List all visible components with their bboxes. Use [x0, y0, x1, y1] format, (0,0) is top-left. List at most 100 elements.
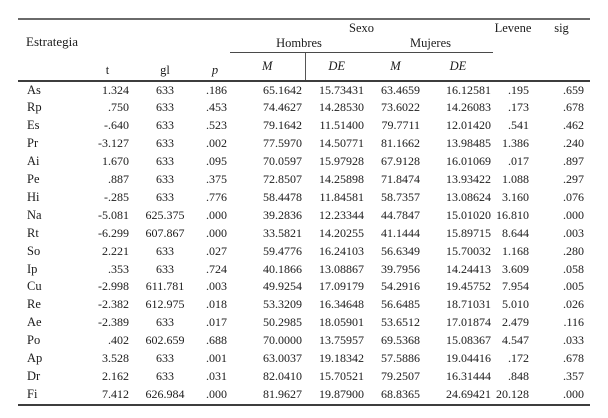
- table-row: Na -5.081 625.375 .000 39.2836 12.23344 44.784…: [18, 207, 590, 225]
- cell-h_m: 58.4478: [263, 189, 302, 204]
- cell-h_de: 19.18342: [319, 351, 364, 366]
- cell-t: 7.412: [102, 386, 129, 401]
- cell-p: .523: [206, 118, 227, 133]
- cell-gl: 633: [156, 100, 174, 115]
- cell-gl: 611.781: [145, 279, 185, 294]
- cell-h_m: 40.1866: [263, 261, 302, 276]
- cell-h_de: 15.97928: [319, 154, 364, 169]
- cell-strategy-label: Fi: [27, 386, 38, 401]
- cell-t: -3.127: [98, 136, 129, 151]
- cell-p: .724: [206, 261, 227, 276]
- table-row: Hi -.285 633 .776 58.4478 11.84581 58.7357 13.0…: [18, 189, 590, 207]
- cell-m_de: 24.69421: [446, 386, 491, 401]
- cell-strategy-label: Re: [27, 297, 41, 312]
- cell-p: .776: [206, 189, 227, 204]
- cell-m_de: 19.04416: [446, 351, 491, 366]
- cell-gl: 612.975: [145, 297, 185, 312]
- table-row: Ap 3.528 633 .001 63.0037 19.18342 57.5886 19.0…: [18, 350, 590, 368]
- cell-sig: .076: [563, 189, 584, 204]
- cell-gl: 602.659: [145, 333, 185, 348]
- cell-levene: .541: [508, 118, 529, 133]
- cell-strategy-label: Rt: [27, 225, 39, 240]
- cell-m_m: 71.8474: [381, 172, 420, 187]
- cell-sig: .058: [563, 261, 584, 276]
- cell-m_de: 18.71031: [446, 297, 491, 312]
- cell-m_m: 41.1444: [381, 225, 420, 240]
- column-group-sexo: Sexo: [349, 21, 374, 35]
- cell-m_m: 44.7847: [381, 207, 420, 222]
- cell-t: 2.221: [102, 243, 129, 258]
- column-group-hombres: Hombres: [230, 36, 368, 53]
- cell-t: 2.162: [102, 369, 129, 383]
- cell-strategy-label: As: [27, 82, 41, 97]
- cell-p: .000: [206, 386, 227, 401]
- table-row: Fi 7.412 626.984 .000 81.9627 19.87900 68.8365…: [18, 386, 590, 405]
- cell-sig: .003: [563, 225, 584, 240]
- cell-p: .002: [206, 136, 227, 151]
- cell-h_de: 14.25898: [319, 172, 364, 187]
- cell-gl: 607.867: [145, 225, 185, 240]
- cell-levene: 5.010: [502, 297, 529, 312]
- cell-levene: 1.386: [502, 136, 529, 151]
- cell-gl: 633: [156, 243, 174, 258]
- cell-strategy-label: Hi: [27, 189, 40, 204]
- cell-strategy-label: Po: [27, 333, 41, 348]
- cell-h_m: 49.9254: [263, 279, 302, 294]
- cell-gl: 633: [156, 118, 174, 133]
- column-header-p: p: [200, 52, 230, 82]
- table-row: Pe .887 633 .375 72.8507 14.25898 71.8474 13.93…: [18, 171, 590, 189]
- cell-strategy-label: Ae: [27, 315, 42, 330]
- cell-sig: .462: [563, 118, 584, 133]
- header-row-sub: t gl p M DE M DE: [18, 52, 590, 82]
- cell-gl: 633: [156, 172, 174, 187]
- table-row: As 1.324 633 .186 65.1642 15.73431 63.4659 16.1…: [18, 81, 590, 100]
- cell-p: .018: [206, 297, 227, 312]
- cell-t: -6.299: [98, 225, 129, 240]
- cell-sig: .678: [563, 351, 584, 366]
- cell-m_m: 58.7357: [381, 189, 420, 204]
- cell-sig: .678: [563, 100, 584, 115]
- cell-t: -2.382: [98, 297, 129, 312]
- cell-t: .402: [108, 333, 129, 348]
- cell-h_m: 74.4627: [263, 100, 302, 115]
- cell-p: .027: [206, 243, 227, 258]
- cell-h_de: 14.28530: [319, 100, 364, 115]
- column-header-estrategia: Estrategia: [18, 19, 85, 82]
- cell-h_m: 59.4776: [263, 243, 302, 258]
- cell-strategy-label: Na: [27, 207, 42, 222]
- cell-h_m: 82.0410: [263, 369, 302, 383]
- cell-m_m: 67.9128: [381, 154, 420, 169]
- cell-p: .000: [206, 207, 227, 222]
- cell-gl: 633: [156, 351, 174, 366]
- cell-strategy-label: Ap: [27, 351, 43, 366]
- cell-p: .375: [206, 172, 227, 187]
- cell-levene: 20.128: [496, 386, 529, 401]
- cell-h_m: 81.9627: [263, 386, 302, 401]
- cell-p: .000: [206, 225, 227, 240]
- cell-m_de: 16.12581: [446, 82, 491, 97]
- cell-t: .750: [108, 100, 129, 115]
- header-spacer: [85, 19, 230, 53]
- table-body: As 1.324 633 .186 65.1642 15.73431 63.4659 16.1…: [18, 81, 590, 405]
- table-header: Estrategia Sexo Levene sig Hombres Mujer…: [18, 19, 590, 82]
- cell-sig: .005: [563, 279, 584, 294]
- cell-m_m: 79.7711: [381, 118, 420, 133]
- cell-gl: 633: [156, 154, 174, 169]
- cell-t: .353: [108, 261, 129, 276]
- cell-p: .186: [206, 82, 227, 97]
- cell-levene: .195: [508, 82, 529, 97]
- cell-h_m: 70.0597: [263, 154, 302, 169]
- column-header-levene: Levene: [493, 19, 533, 82]
- cell-sig: .240: [563, 136, 584, 151]
- cell-levene: .173: [508, 100, 529, 115]
- cell-h_de: 18.05901: [319, 315, 364, 330]
- cell-gl: 626.984: [145, 386, 185, 401]
- cell-levene: 8.644: [502, 225, 529, 240]
- cell-m_de: 16.31444: [446, 369, 491, 383]
- cell-levene: 16.810: [496, 207, 529, 222]
- cell-h_de: 11.84581: [319, 189, 364, 204]
- cell-m_de: 16.01069: [446, 154, 491, 169]
- column-group-mujeres: Mujeres: [368, 36, 493, 53]
- cell-strategy-label: Pe: [27, 172, 40, 187]
- cell-t: -2.998: [98, 279, 129, 294]
